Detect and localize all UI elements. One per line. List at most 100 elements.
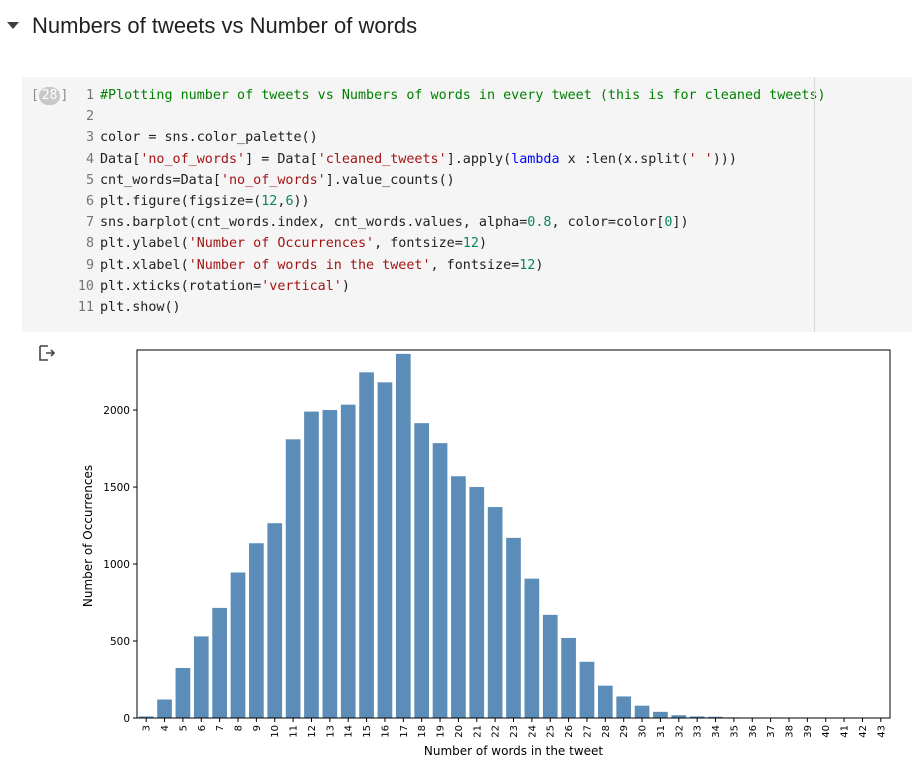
x-tick-label: 6 (197, 725, 208, 731)
code-text: #Plotting number of tweets vs Numbers of… (100, 85, 826, 106)
code-line[interactable]: 4 Data['no_of_words'] = Data['cleaned_twe… (72, 149, 826, 170)
line-length-ruler (814, 77, 815, 332)
code-line[interactable]: 5 cnt_words=Data['no_of_words'].value_cou… (72, 170, 826, 191)
code-token: 12 (462, 236, 479, 252)
x-tick-label: 33 (693, 725, 704, 738)
code-token: ))) (712, 151, 737, 167)
execution-count[interactable]: [28] (31, 87, 69, 105)
code-line[interactable]: 3 color = sns.color_palette() (72, 127, 826, 148)
bar (708, 716, 723, 718)
code-line[interactable]: 8 plt.ylabel('Number of Occurrences', fon… (72, 233, 826, 254)
code-token: 12 (261, 194, 278, 210)
code-token: plt.xticks(rotation= (100, 278, 262, 294)
x-tick-label: 3 (142, 725, 153, 731)
x-tick-label: 43 (876, 725, 887, 738)
bar (616, 696, 632, 718)
bar (414, 423, 430, 718)
code-token: #Plotting number of tweets vs Numbers of… (100, 88, 826, 103)
code-token: Data[ (100, 151, 141, 167)
code-text: plt.xticks(rotation='vertical') (100, 276, 350, 297)
bar (506, 537, 521, 718)
x-tick-label: 36 (748, 725, 759, 738)
bar (432, 443, 448, 718)
bar (212, 607, 227, 718)
code-text: sns.barplot(cnt_words.index, cnt_words.v… (100, 212, 689, 233)
code-line[interactable]: 6 plt.figure(figsize=(12,6)) (72, 191, 826, 212)
x-tick-label: 40 (821, 725, 832, 738)
x-tick-label: 4 (160, 725, 171, 731)
y-axis-label: Number of Occurrences (81, 465, 95, 607)
code-text: color = sns.color_palette() (100, 127, 318, 148)
code-line[interactable]: 10 plt.xticks(rotation='vertical') (72, 276, 826, 297)
code-text: Data['no_of_words'] = Data['cleaned_twee… (100, 149, 737, 170)
bar (487, 507, 503, 718)
code-editor[interactable]: 1 #Plotting number of tweets vs Numbers o… (72, 85, 826, 318)
code-line[interactable]: 7 sns.barplot(cnt_words.index, cnt_words.… (72, 212, 826, 233)
code-token: 0.8 (527, 215, 552, 231)
line-number: 9 (85, 257, 94, 273)
y-tick-label: 2000 (103, 405, 130, 417)
code-token: cnt_words=Data[ (100, 172, 221, 188)
x-tick-label: 17 (399, 725, 410, 738)
code-text: plt.show() (100, 297, 181, 318)
output-arrow-icon[interactable] (37, 343, 57, 363)
code-token: ] = Data[ (245, 151, 318, 167)
line-number: 6 (85, 194, 94, 210)
x-tick-label: 9 (252, 725, 263, 731)
y-tick-label: 0 (123, 713, 130, 725)
x-tick-label: 28 (601, 725, 612, 738)
x-tick-label: 30 (638, 725, 649, 738)
bar (451, 476, 466, 718)
line-number: 8 (85, 236, 94, 252)
code-token: plt.xlabel( (100, 257, 189, 273)
code-token: ) (341, 278, 350, 294)
bar (304, 411, 319, 718)
code-line[interactable]: 1 #Plotting number of tweets vs Numbers o… (72, 85, 826, 106)
code-token: sns.barplot(cnt_words.index, cnt_words.v… (100, 215, 528, 231)
bar (340, 404, 356, 718)
code-token: , (277, 194, 286, 210)
x-tick-label: 39 (803, 725, 814, 738)
x-tick-label: 21 (472, 725, 483, 738)
bar (524, 578, 540, 718)
code-token: )) (293, 194, 310, 210)
bar (193, 636, 209, 718)
x-tick-label: 26 (564, 725, 575, 738)
code-token: ' ' (688, 151, 713, 167)
code-token: ].value_counts() (325, 172, 455, 188)
code-text: plt.figure(figsize=(12,6)) (100, 191, 310, 212)
x-tick-label: 16 (380, 725, 391, 738)
line-number: 2 (85, 109, 94, 125)
x-tick-label: 15 (362, 725, 373, 738)
code-cell[interactable]: [28] 1 #Plotting number of tweets vs Numb… (22, 77, 912, 332)
bar (322, 410, 338, 718)
code-token: 'cleaned_tweets' (317, 151, 447, 167)
x-tick-label: 13 (325, 725, 336, 738)
x-tick-label: 7 (215, 725, 226, 731)
bar (249, 543, 264, 718)
x-tick-label: 37 (766, 725, 777, 738)
x-tick-label: 32 (674, 725, 685, 738)
code-token: plt.ylabel( (100, 236, 189, 252)
code-token: plt.show() (100, 300, 181, 316)
x-tick-label: 25 (546, 725, 557, 738)
x-tick-label: 8 (234, 725, 245, 731)
x-tick-label: 29 (619, 725, 630, 738)
caret-down-icon[interactable] (7, 22, 19, 29)
bar (689, 716, 705, 718)
bar (267, 523, 283, 718)
line-number: 5 (85, 172, 94, 188)
code-line[interactable]: 11 plt.show() (72, 297, 826, 318)
bar (285, 439, 301, 718)
code-line[interactable]: 9 plt.xlabel('Number of words in the twee… (72, 255, 826, 276)
code-token: plt.figure(figsize=( (100, 194, 262, 210)
code-token: 12 (519, 257, 536, 273)
code-line[interactable]: 2 (72, 106, 826, 127)
code-token: 'Number of Occurrences' (188, 236, 375, 252)
x-tick-label: 22 (491, 725, 502, 738)
code-token: ].apply( (446, 151, 512, 167)
bar (579, 661, 595, 718)
x-tick-label: 20 (454, 725, 465, 738)
bar (561, 637, 576, 718)
code-token: , fontsize= (374, 236, 463, 252)
